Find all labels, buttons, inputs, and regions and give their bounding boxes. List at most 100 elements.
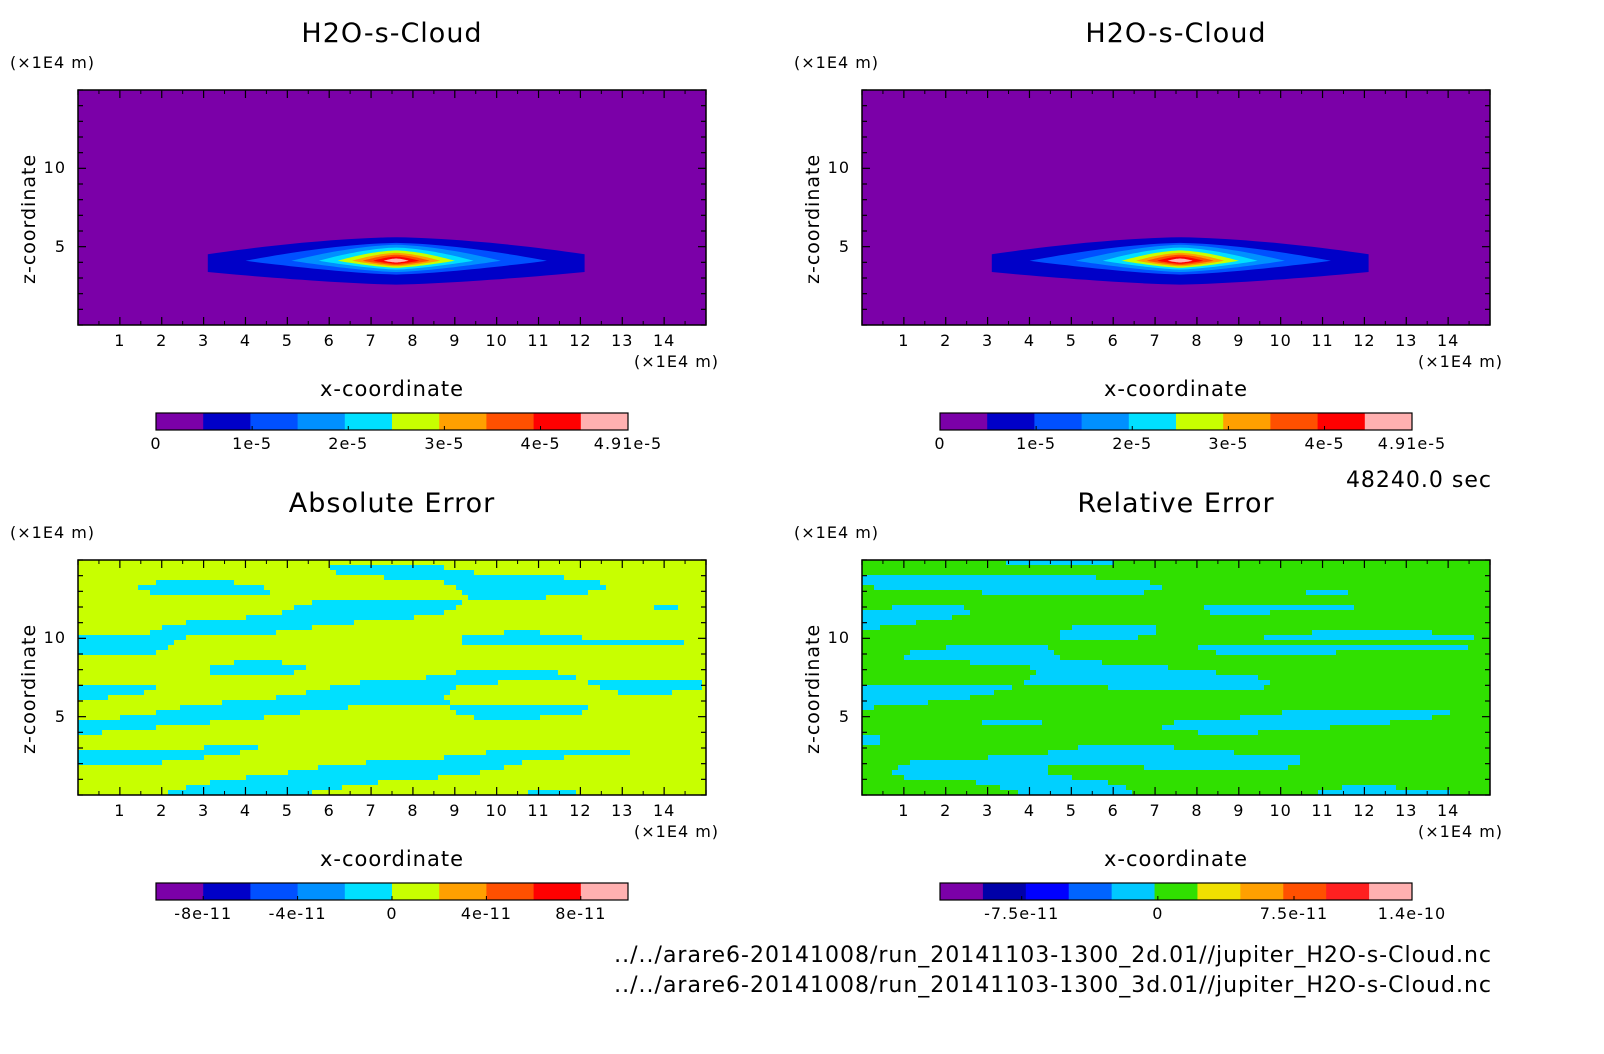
colorbar-swatch (203, 883, 251, 900)
colorbar-tick-label: 1.4e-10 (1377, 904, 1447, 923)
x-tick-label: 7 (1149, 801, 1161, 820)
colorbar-swatch (1025, 883, 1070, 900)
x-tick-label: 10 (485, 331, 508, 350)
colorbar-swatch (392, 413, 440, 430)
x-tick-label: 12 (569, 801, 592, 820)
colorbar-swatch (1034, 413, 1083, 430)
colorbar-swatch (1154, 883, 1198, 900)
x-tick-label: 13 (611, 331, 634, 350)
noise-regions (78, 565, 702, 795)
x-tick-label: 3 (198, 331, 210, 350)
colorbar-swatch (156, 883, 204, 900)
colorbar-swatch (392, 883, 440, 900)
y-unit-label: (×1E4 m) (10, 523, 96, 542)
colorbar-swatch (156, 413, 204, 430)
colorbar-swatch (203, 413, 251, 430)
x-tick-label: 1 (114, 801, 126, 820)
x-tick-label: 3 (198, 801, 210, 820)
colorbar-swatch (1326, 883, 1370, 900)
x-tick-label: 9 (449, 331, 461, 350)
x-tick-label: 8 (1191, 801, 1203, 820)
colorbar-swatch (297, 413, 346, 430)
x-tick-label: 5 (281, 801, 293, 820)
colorbar-swatch (1283, 883, 1327, 900)
x-tick-label: 14 (652, 331, 676, 350)
y-unit-label: (×1E4 m) (10, 53, 96, 72)
x-tick-label: 7 (365, 801, 377, 820)
colorbar-swatch (987, 413, 1035, 430)
panel-1 (77, 89, 707, 326)
x-tick-label: 5 (1065, 331, 1077, 350)
y-tick-label: 10 (827, 628, 850, 648)
field-4 (862, 560, 1490, 795)
colorbar-swatch (250, 883, 299, 900)
x-tick-label: 11 (527, 331, 550, 350)
colorbar-tick-label: 1e-5 (232, 434, 273, 453)
colorbar-tick-label: 1e-5 (1016, 434, 1057, 453)
colorbar-swatch (1369, 883, 1413, 900)
colorbar-2 (939, 412, 1413, 431)
colorbar-swatch (1197, 883, 1241, 900)
colorbar-swatch (533, 413, 582, 430)
colorbar-swatch (297, 883, 346, 900)
colorbar-tick-label: 0 (386, 904, 398, 923)
x-unit-label: (×1E4 m) (634, 352, 720, 371)
x-tick-label: 6 (1107, 331, 1119, 350)
x-tick-label: 11 (1311, 331, 1334, 350)
y-axis-label: z-coordinate (802, 623, 824, 754)
colorbar-swatch (344, 413, 393, 430)
colorbar-swatch (486, 413, 535, 430)
colorbar-swatch (982, 883, 1027, 900)
colorbar-swatch (1068, 883, 1113, 900)
cloud-contour-9 (383, 258, 409, 263)
colorbar-swatch (344, 883, 393, 900)
colorbar-swatch (940, 413, 988, 430)
x-axis-label: x-coordinate (319, 377, 465, 401)
colorbar-tick-label: 3e-5 (424, 434, 465, 453)
chart-title: Relative Error (1077, 488, 1275, 519)
x-axis-label: x-coordinate (319, 847, 465, 871)
colorbar-tick-label: 4.91e-5 (593, 434, 663, 453)
x-unit-label: (×1E4 m) (634, 822, 720, 841)
x-tick-label: 4 (239, 331, 252, 350)
x-unit-label: (×1E4 m) (1418, 822, 1504, 841)
colorbar-swatch (486, 883, 535, 900)
x-tick-label: 12 (1353, 331, 1376, 350)
y-tick-label: 5 (54, 706, 66, 726)
x-tick-label: 13 (611, 801, 634, 820)
y-tick-label: 5 (54, 236, 66, 256)
chart-title: H2O-s-Cloud (1085, 18, 1267, 49)
x-tick-label: 6 (323, 331, 335, 350)
x-tick-label: 8 (407, 801, 419, 820)
x-tick-label: 3 (982, 331, 994, 350)
x-tick-label: 13 (1395, 801, 1418, 820)
colorbar-3 (155, 882, 629, 901)
x-tick-label: 6 (323, 801, 335, 820)
colorbar-tick-label: 7.5e-11 (1259, 904, 1329, 923)
x-tick-label: 11 (527, 801, 550, 820)
y-tick-label: 10 (43, 158, 66, 178)
x-tick-label: 4 (1023, 331, 1036, 350)
x-tick-label: 9 (1233, 331, 1245, 350)
x-tick-label: 10 (485, 801, 508, 820)
x-tick-label: 9 (449, 801, 461, 820)
x-tick-label: 9 (1233, 801, 1245, 820)
chart-title: Absolute Error (288, 488, 496, 519)
x-tick-label: 2 (156, 801, 168, 820)
field-1 (78, 90, 706, 325)
colorbar-tick-label: 0 (150, 434, 162, 453)
x-tick-label: 5 (281, 331, 293, 350)
colorbar-swatch (1176, 413, 1224, 430)
colorbar-1 (155, 412, 629, 431)
panel-3 (77, 559, 707, 796)
field-background (862, 90, 1490, 325)
y-tick-label: 5 (838, 706, 850, 726)
x-tick-label: 4 (239, 801, 252, 820)
colorbar-frame (155, 412, 629, 431)
x-tick-label: 2 (940, 801, 952, 820)
colorbar-swatch (1270, 413, 1319, 430)
x-axis-label: x-coordinate (1103, 847, 1249, 871)
chart-title: H2O-s-Cloud (301, 18, 483, 49)
cloud-contour-9 (1167, 258, 1193, 263)
